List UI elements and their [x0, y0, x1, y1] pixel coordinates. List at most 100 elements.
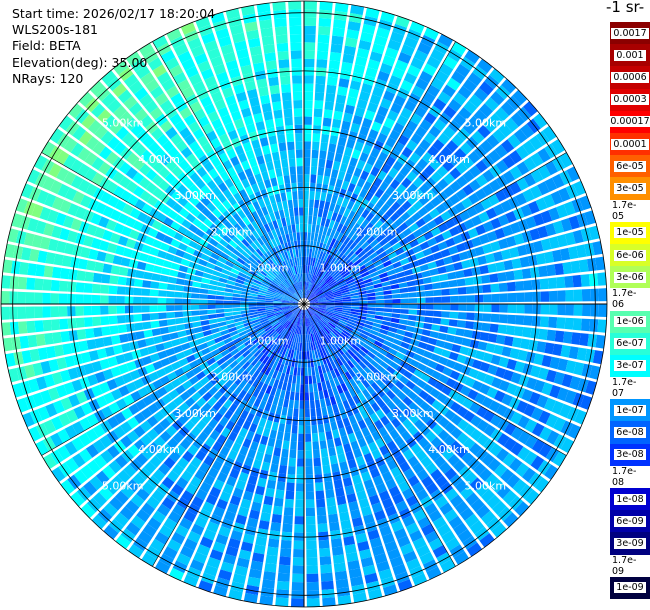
- range-label: 5.00km: [465, 479, 507, 492]
- ray-gate: [426, 84, 441, 98]
- colorbar-cell: 1e-07: [610, 399, 650, 422]
- ray-gate: [242, 216, 251, 226]
- ray-gate: [236, 48, 249, 60]
- ray-gate: [63, 137, 78, 153]
- ray-gate: [324, 363, 330, 373]
- ray-gate: [451, 344, 462, 353]
- ray-gate: [98, 216, 110, 228]
- ray-gate: [191, 234, 202, 244]
- ray-gate: [375, 233, 385, 243]
- ray-gate: [255, 485, 265, 496]
- ray-gate: [206, 357, 216, 366]
- ray-gate: [393, 95, 406, 107]
- ray-gate: [331, 169, 339, 179]
- ray-gate: [320, 234, 326, 244]
- ray-gate: [267, 349, 274, 358]
- ray-gate: [253, 239, 262, 248]
- ray-gate: [35, 333, 46, 347]
- ray-gate: [247, 385, 256, 395]
- ray-gate: [477, 341, 488, 351]
- ray-gate: [432, 545, 448, 558]
- ray-gate: [463, 268, 473, 277]
- ray-gate: [257, 390, 265, 400]
- ray-gate: [371, 326, 381, 333]
- ray-gate: [247, 175, 257, 186]
- ray-gate: [326, 371, 333, 381]
- ray-gate: [242, 420, 252, 431]
- ray-gate: [503, 512, 519, 528]
- ray-gate: [357, 238, 366, 247]
- ray-gate: [239, 445, 249, 456]
- ray-gate: [151, 489, 165, 503]
- ray-gate: [129, 207, 141, 219]
- ray-gate: [125, 500, 140, 514]
- ray-gate: [120, 257, 131, 267]
- ray-gate: [316, 310, 324, 316]
- ray-gate: [407, 64, 421, 78]
- ray-gate: [202, 391, 213, 402]
- ray-gate: [201, 207, 212, 218]
- ray-gate: [350, 292, 359, 297]
- ray-gate: [264, 375, 272, 385]
- ray-gate: [156, 71, 171, 85]
- ray-gate: [299, 223, 304, 233]
- ray-gate: [322, 597, 336, 607]
- ray-gate: [259, 269, 267, 277]
- ray-gate: [236, 126, 247, 137]
- ray-gate: [159, 553, 174, 567]
- ray-gate: [323, 346, 330, 355]
- ray-gate: [413, 49, 428, 63]
- range-label: 2.00km: [356, 226, 398, 239]
- ray-gate: [284, 242, 290, 252]
- ray-gate: [394, 473, 406, 485]
- ray-gate: [339, 392, 347, 402]
- ray-gate: [216, 286, 226, 292]
- ray-gate: [104, 346, 115, 357]
- ray-gate: [407, 286, 417, 292]
- ray-gate: [314, 276, 320, 285]
- ray-gate: [243, 321, 253, 327]
- ray-gate: [403, 449, 415, 461]
- ray-gate: [334, 299, 343, 303]
- ray-gate: [278, 564, 291, 574]
- ray-gate: [304, 141, 311, 150]
- ray-gate: [277, 287, 285, 293]
- ray-gate: [266, 161, 274, 171]
- ray-gate: [475, 224, 487, 236]
- ray-gate: [101, 406, 113, 419]
- ray-gate: [271, 238, 278, 248]
- ray-gate: [383, 290, 392, 295]
- ray-gate: [401, 385, 412, 396]
- ray-gate: [597, 272, 607, 286]
- ray-gate: [149, 247, 160, 257]
- ray-gate: [282, 320, 289, 327]
- ray-gate: [517, 349, 528, 362]
- colorbar-cell: 0.0001: [610, 132, 650, 156]
- ray-gate: [102, 229, 113, 241]
- ray-gate: [373, 35, 388, 47]
- ray-gate: [282, 364, 288, 374]
- ray-gate: [304, 58, 315, 68]
- ray-gate: [560, 218, 573, 232]
- ray-gate: [229, 413, 240, 424]
- ray-gate: [259, 343, 267, 352]
- ray-gate: [309, 299, 318, 303]
- ray-gate: [315, 322, 321, 331]
- ray-gate: [568, 215, 580, 230]
- ray-gate: [385, 246, 395, 255]
- ray-gate: [190, 476, 202, 488]
- ray-gate: [482, 169, 495, 183]
- ray-gate: [320, 217, 327, 227]
- ray-gate: [274, 294, 283, 299]
- ray-gate: [304, 190, 309, 200]
- ray-gate: [241, 291, 250, 296]
- ray-gate: [297, 282, 301, 291]
- ray-gate: [177, 196, 189, 207]
- ray-gate: [391, 520, 404, 533]
- ray-gate: [285, 311, 293, 318]
- ray-gate: [144, 100, 158, 114]
- ray-gate: [286, 250, 292, 260]
- ray-gate: [381, 404, 391, 415]
- ray-gate: [292, 416, 299, 426]
- ray-gate: [128, 403, 140, 416]
